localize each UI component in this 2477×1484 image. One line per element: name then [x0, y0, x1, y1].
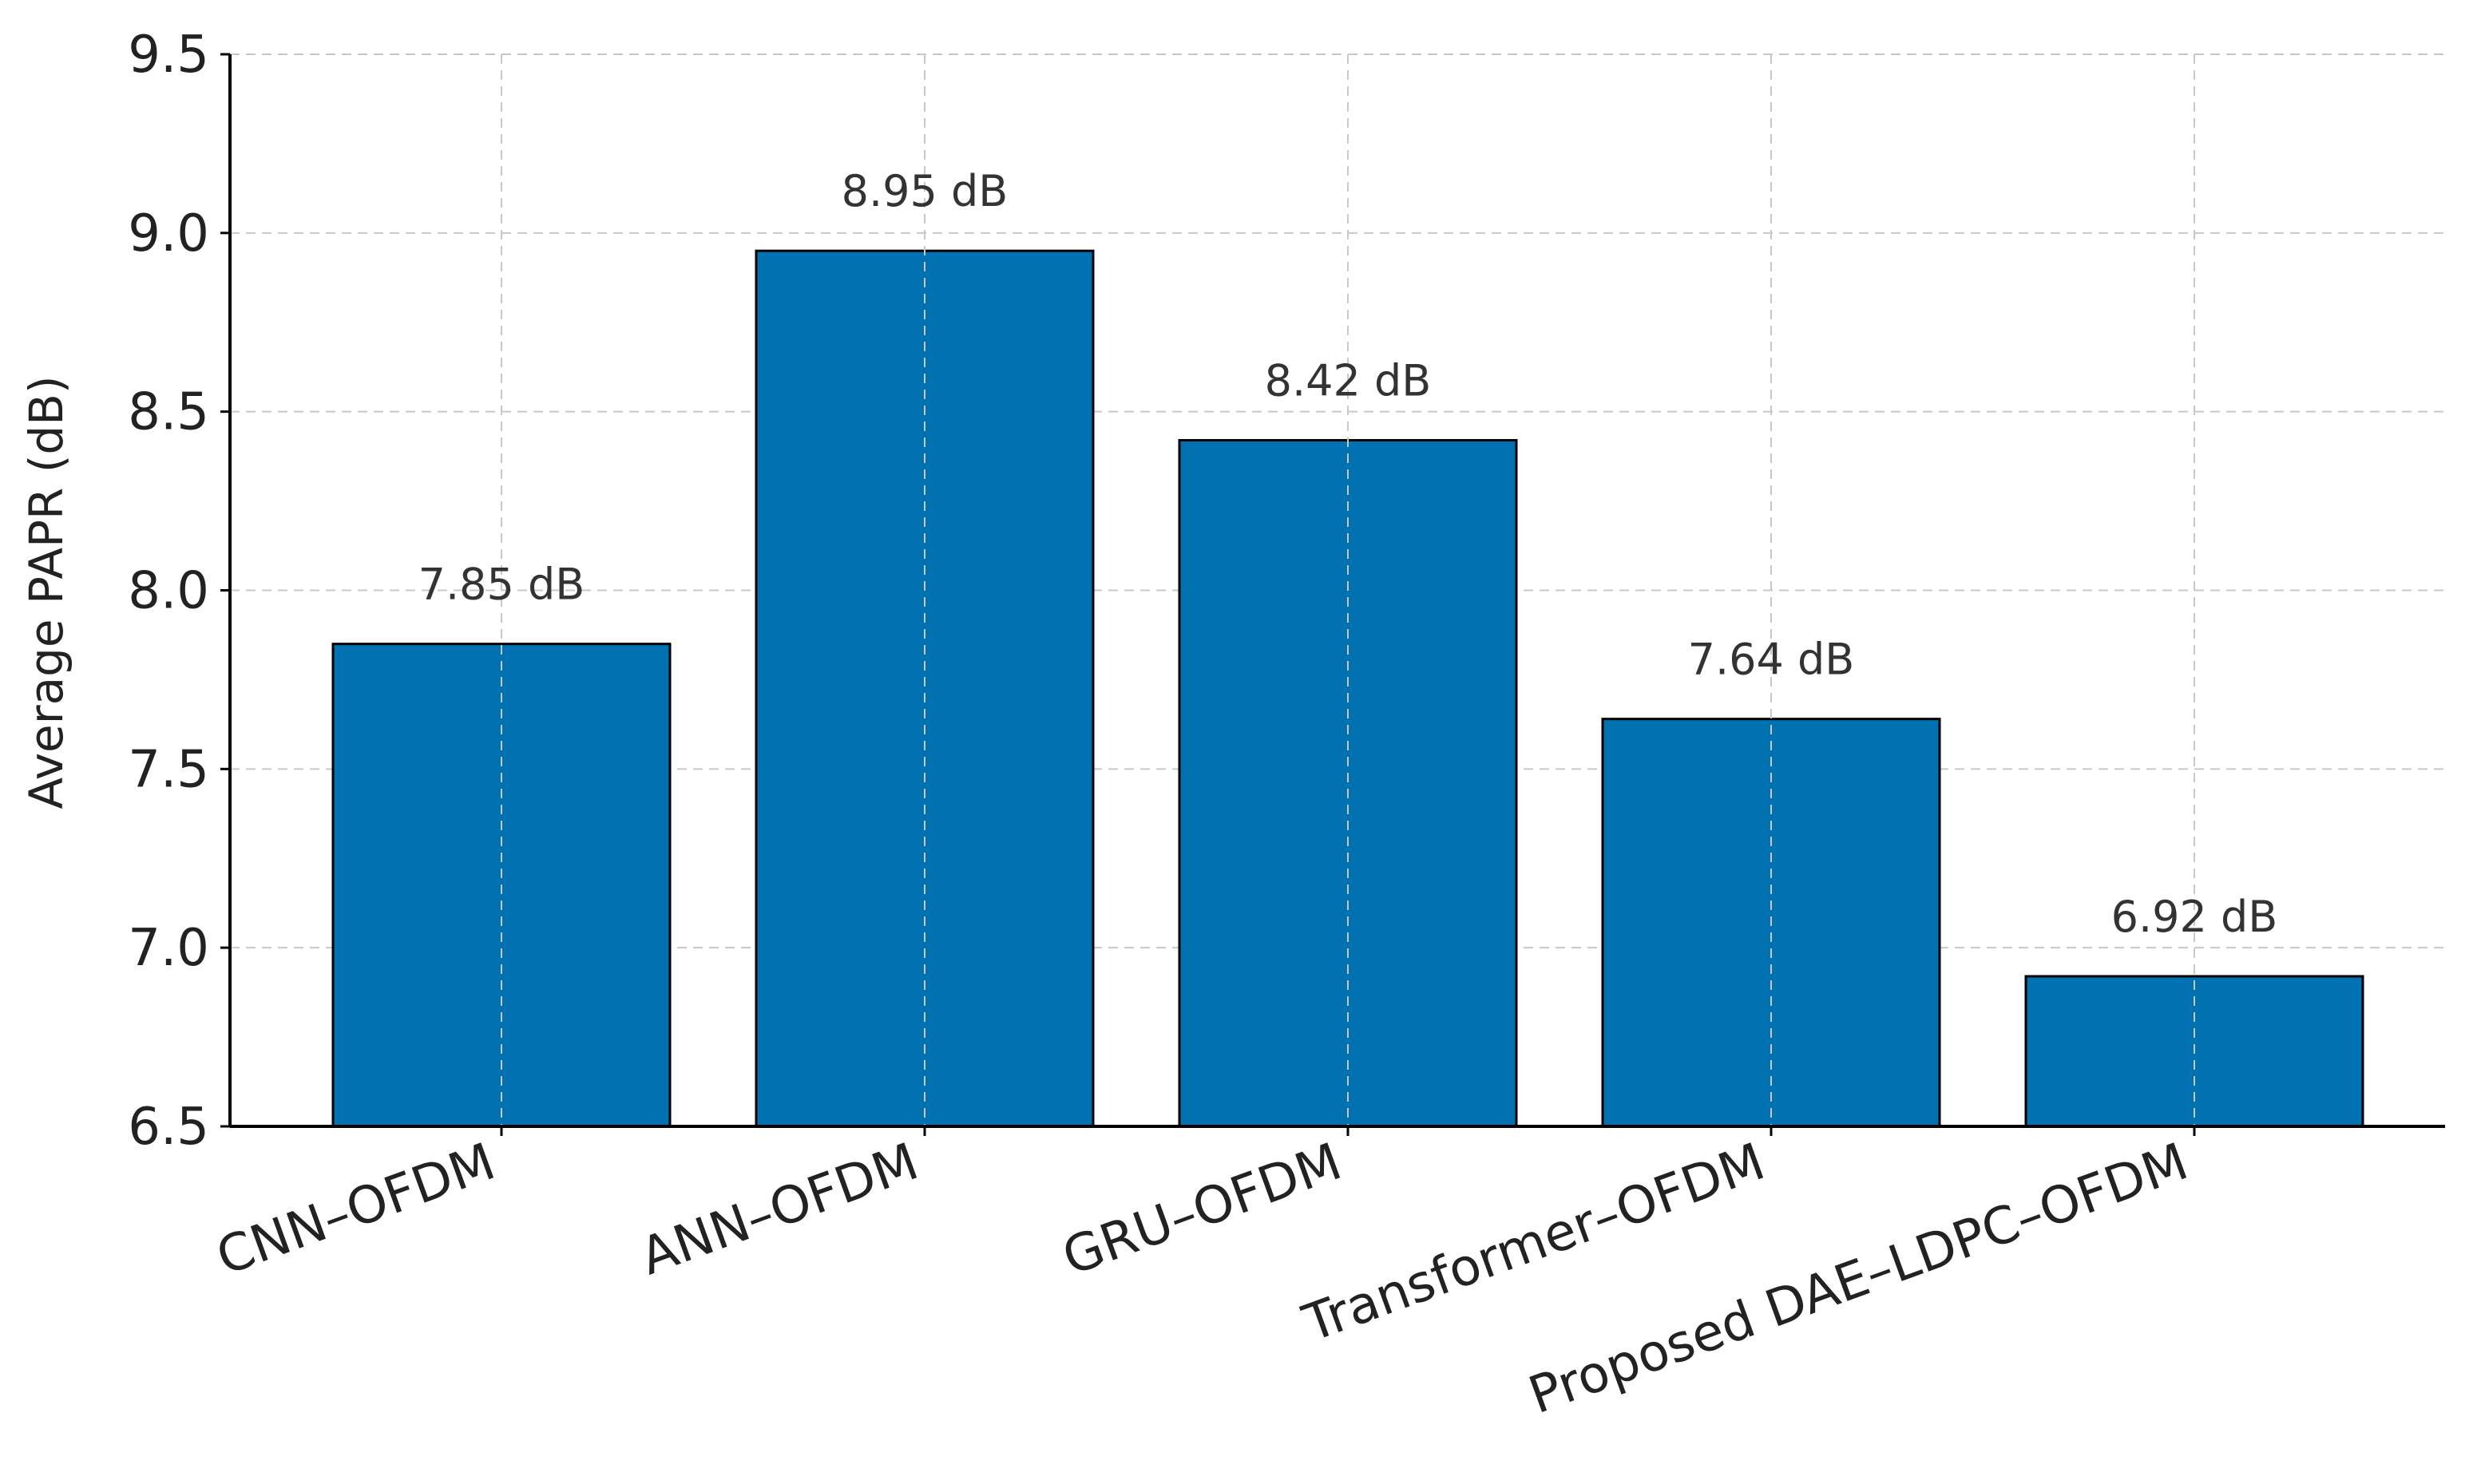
y-tick-label: 9.0	[128, 204, 209, 263]
bar-value-label: 7.85 dB	[418, 560, 585, 610]
axes	[220, 53, 2445, 1136]
y-axis-title: Average PAPR (dB)	[19, 375, 73, 809]
bar-value-label: 7.64 dB	[1688, 635, 1855, 685]
x-tick-label: GRU–OFDM	[1056, 1132, 1349, 1287]
bar-value-label: 6.92 dB	[2111, 892, 2278, 942]
y-tick-label: 6.5	[128, 1098, 209, 1157]
y-tick-label: 7.0	[128, 919, 209, 978]
y-tick-label: 7.5	[128, 740, 209, 799]
x-tick-label: ANN–OFDM	[633, 1132, 926, 1287]
y-tick-label: 8.5	[128, 383, 209, 442]
x-tick-label: CNN–OFDM	[209, 1132, 502, 1287]
bar	[1178, 438, 1518, 1128]
x-tick-label: Proposed DAE–LDPC–OFDM	[1521, 1132, 2195, 1426]
bar-value-label: 8.95 dB	[842, 166, 1009, 216]
y-tick-label: 8.0	[128, 562, 209, 621]
bar-value-label: 8.42 dB	[1265, 355, 1432, 406]
y-tick-label: 9.5	[128, 26, 209, 85]
